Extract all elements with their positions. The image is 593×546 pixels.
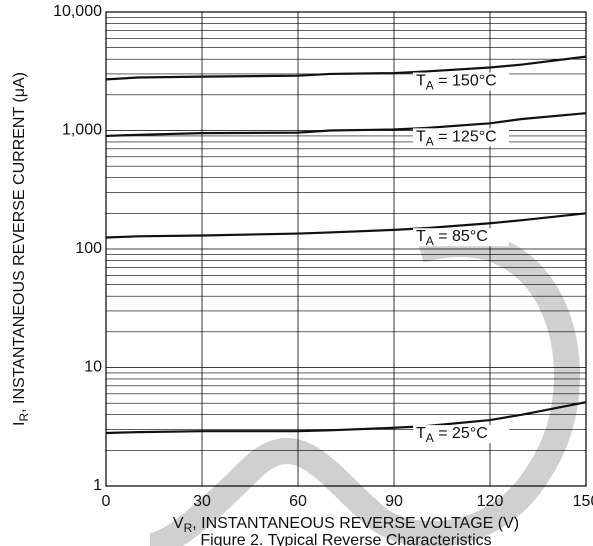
- series-label: TA = 150°C: [416, 73, 497, 93]
- y-tick-label: 10: [84, 359, 102, 376]
- series-line: [105, 212, 587, 239]
- series-line: [105, 112, 587, 138]
- x-tick-label: 0: [102, 493, 111, 510]
- series-label: TA = 125°C: [416, 129, 497, 149]
- watermark: [148, 231, 580, 546]
- y-tick-label: 1: [93, 477, 102, 494]
- x-tick-label: 60: [289, 493, 307, 510]
- x-axis-label: VR, INSTANTANEOUS REVERSE VOLTAGE (V): [173, 515, 519, 535]
- series-label: TA = 85°C: [416, 228, 488, 248]
- label-background: [413, 228, 509, 247]
- label-background: [413, 128, 509, 147]
- series-line: [105, 55, 587, 81]
- caption: Figure 2. Typical Reverse Characteristic…: [200, 532, 491, 546]
- y-tick-label: 1,000: [62, 122, 102, 139]
- plot-frame: [105, 11, 587, 487]
- x-tick-label: 120: [477, 493, 504, 510]
- y-tick-label: 10,000: [53, 3, 102, 20]
- series-label: TA = 25°C: [416, 425, 488, 445]
- y-tick-label: 100: [75, 240, 102, 257]
- label-background: [413, 72, 509, 91]
- series-line: [105, 401, 587, 435]
- x-tick-label: 150: [573, 493, 593, 510]
- y-axis-label: IR, INSTANTANEOUS REVERSE CURRENT (μA): [11, 72, 31, 426]
- label-background: [413, 425, 509, 444]
- x-tick-label: 30: [193, 493, 211, 510]
- x-tick-label: 90: [385, 493, 403, 510]
